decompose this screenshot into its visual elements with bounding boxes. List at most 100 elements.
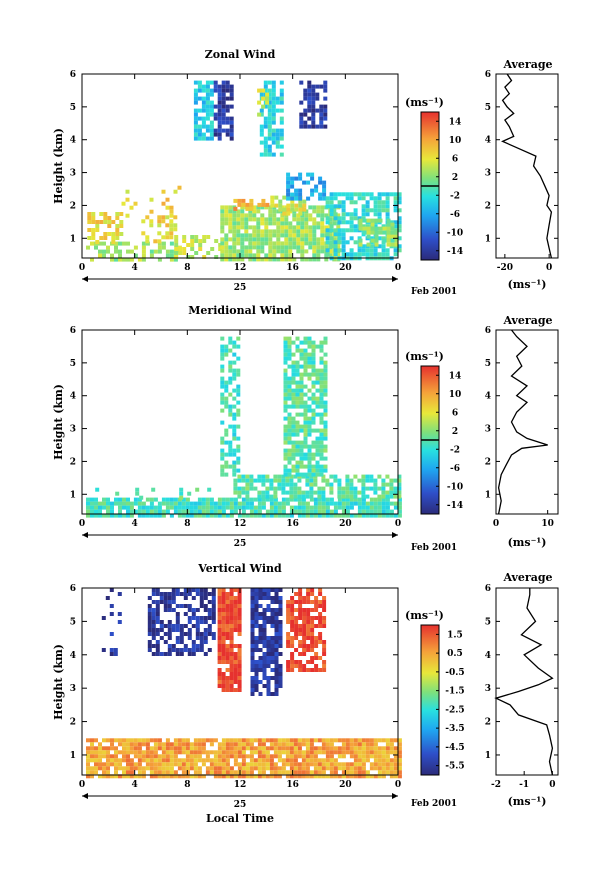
heatmap-cell	[298, 604, 303, 608]
heatmap-cell	[257, 509, 262, 514]
heatmap-cell	[279, 136, 284, 141]
heatmap-cell	[285, 482, 290, 487]
heatmap-cell	[233, 644, 238, 648]
heatmap-cell	[229, 588, 234, 592]
heatmap-cell	[370, 222, 375, 227]
heatmap-cell	[311, 340, 316, 345]
heatmap-cell	[217, 750, 222, 755]
heatmap-cell	[151, 600, 156, 604]
heatmap-cell	[393, 762, 398, 767]
heatmap-cell	[278, 684, 283, 688]
heatmap-cell	[381, 766, 386, 771]
heatmap-cell	[171, 644, 176, 648]
heatmap-cell	[229, 505, 234, 510]
heatmap-cell	[300, 229, 305, 234]
heatmap-cell	[106, 245, 110, 250]
heatmap-cell	[133, 774, 138, 779]
heatmap-cell	[287, 376, 292, 381]
heatmap-cell	[298, 644, 303, 648]
heatmap-cell	[236, 209, 241, 214]
heatmap-cell	[218, 243, 223, 247]
heatmap-cell	[345, 240, 350, 245]
heatmap-cell	[285, 770, 290, 775]
heatmap-cell	[295, 404, 300, 409]
heatmap-cell	[349, 482, 354, 487]
heatmap-cell	[118, 762, 122, 767]
heatmap-cell	[165, 770, 170, 775]
heatmap-cell	[133, 253, 138, 258]
heatmap-cell	[283, 468, 288, 473]
heatmap-cell	[315, 452, 320, 457]
heatmap-cells	[86, 336, 402, 518]
heatmap-cell	[279, 128, 284, 133]
heatmap-cell	[309, 505, 314, 510]
heatmap-cell	[276, 217, 281, 222]
heatmap-cell	[87, 220, 92, 224]
heatmap-cell	[277, 474, 282, 479]
heatmap-cell	[393, 220, 398, 225]
heatmap-cell	[369, 746, 374, 751]
heatmap-cell	[390, 230, 395, 235]
heatmap-cell	[101, 616, 106, 620]
heatmap-cell	[293, 742, 298, 747]
heatmap-cell	[224, 396, 229, 401]
average-y-tick-label: 2	[485, 457, 491, 467]
heatmap-cell	[357, 478, 362, 483]
heatmap-cell	[191, 624, 196, 628]
heatmap-cell	[221, 652, 226, 656]
heatmap-cell	[373, 208, 378, 213]
heatmap-cell	[264, 221, 269, 226]
heatmap-cell	[273, 501, 278, 506]
heatmap-cell	[318, 668, 323, 672]
heatmap-cell	[377, 494, 382, 499]
heatmap-cell	[232, 388, 237, 393]
heatmap-cell	[197, 738, 202, 743]
heatmap-cell	[118, 253, 122, 258]
heatmap-cell	[250, 656, 255, 660]
heatmap-cell	[280, 217, 285, 222]
heatmap-cell	[133, 245, 138, 250]
heatmap-cell	[319, 124, 324, 129]
heatmap-cell	[362, 230, 367, 235]
heatmap-cell	[299, 388, 304, 393]
heatmap-cell	[365, 252, 370, 257]
heatmap-cell	[377, 200, 382, 205]
heatmap-cell	[311, 104, 316, 109]
heatmap-cell	[310, 176, 315, 181]
heatmap-cell	[298, 628, 303, 632]
heatmap-cell	[241, 505, 246, 510]
heatmap-cell	[284, 241, 289, 246]
heatmap-cell	[195, 624, 200, 628]
heatmap-cell	[115, 216, 120, 220]
heatmap-cell	[187, 628, 192, 632]
heatmap-cell	[313, 497, 318, 502]
heatmap-cell	[311, 116, 316, 121]
heatmap-cell	[266, 636, 271, 640]
heatmap-cell	[109, 612, 114, 616]
heatmap-cell	[229, 664, 234, 668]
heatmap-cell	[194, 239, 199, 243]
heatmap-cell	[183, 604, 188, 608]
heatmap-cell	[225, 770, 230, 775]
heatmap-cell	[266, 660, 271, 664]
heatmap-cell	[249, 742, 254, 747]
heatmap-cell	[171, 600, 176, 604]
heatmap-cell	[315, 124, 320, 129]
heatmap-cell	[224, 388, 229, 393]
heatmap-cell	[279, 152, 284, 157]
heatmap-cell	[220, 213, 225, 218]
heatmap-cell	[315, 428, 320, 433]
heatmap-cell	[237, 648, 242, 652]
heatmap-cell	[309, 486, 314, 491]
heatmap-cell	[286, 644, 291, 648]
heatmap-cell	[248, 225, 253, 230]
heatmap-cell	[122, 750, 126, 755]
heatmap-cell	[233, 206, 238, 211]
heatmap-cell	[240, 217, 245, 222]
heatmap-cell	[299, 460, 304, 465]
heatmap-cell	[337, 505, 342, 510]
heatmap-cell	[314, 600, 319, 604]
y-tick-label: 6	[70, 70, 76, 80]
heatmap-cell	[273, 497, 278, 502]
y-tick-label: 4	[70, 651, 76, 661]
